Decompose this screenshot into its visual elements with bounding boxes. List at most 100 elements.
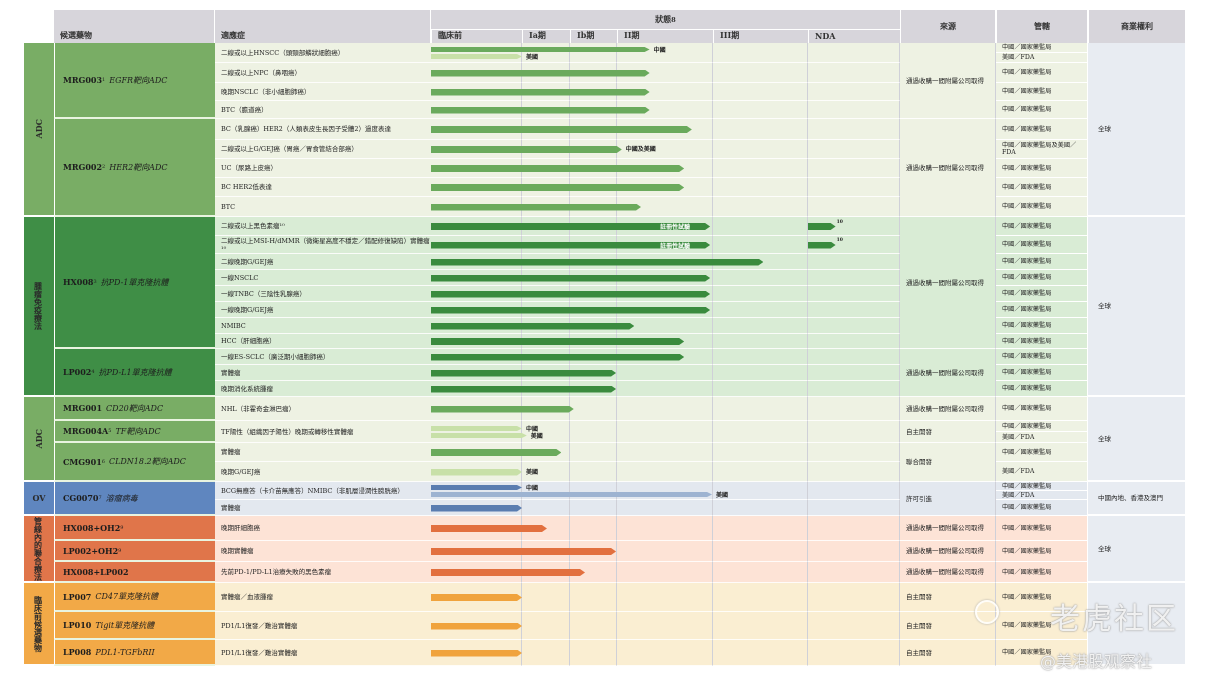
phase-cell	[808, 178, 900, 197]
drug-cell[interactable]: HX008 3 抗PD-1單克隆抗體	[54, 217, 215, 349]
source-cell: 通過收購一間附屬公司取得	[900, 349, 996, 397]
source-cell: 自主開發	[900, 640, 996, 666]
phase-cell	[570, 421, 617, 443]
header-phase-0: 臨床前	[432, 30, 522, 43]
region-label: 中國	[526, 426, 539, 433]
drug-cell[interactable]: LP002+OH2 9	[54, 541, 215, 562]
phase-cell	[570, 397, 617, 421]
progress-bar	[431, 107, 650, 114]
phase-cell	[713, 286, 808, 302]
jurisdiction-cell: 中國／國家藥監局	[996, 334, 1088, 349]
phase-cell	[713, 302, 808, 318]
phase-cell	[522, 583, 570, 612]
phase-cell	[713, 365, 808, 381]
phase-cell	[431, 482, 522, 500]
phase-cell	[617, 462, 713, 482]
phase-cell	[570, 562, 617, 583]
phase-cell	[808, 421, 900, 443]
phase-cell	[617, 381, 713, 397]
phase-cell	[570, 43, 617, 63]
phase-cell	[808, 365, 900, 381]
phase-cell	[808, 318, 900, 334]
phase-cell	[713, 101, 808, 119]
drug-name: MRG002	[63, 162, 103, 172]
drug-target: EGFR靶向ADC	[109, 75, 168, 85]
drug-cell[interactable]: HX008+LP002	[54, 562, 215, 583]
drug-cell[interactable]: LP008 PDL1-TGFbRII	[54, 640, 215, 666]
progress-bar	[431, 275, 710, 282]
jurisdiction-cell: 中國／國家藥監局	[996, 159, 1088, 178]
source-cell: 自主開發	[900, 421, 996, 443]
drug-target: TF靶向ADC	[115, 426, 161, 436]
header-status-label: 狀態	[655, 14, 672, 24]
phase-cell	[570, 482, 617, 500]
indication-cell: 二線或以上MSI-H/dMMR（微衛星高度不穩定／錯配修復缺陷）實體瘤¹⁰	[215, 236, 431, 254]
phase-cell	[808, 381, 900, 397]
phase-cell	[570, 462, 617, 482]
drug-cell[interactable]: CG0070 7 溶瘤病毒	[54, 482, 215, 516]
source-cell: 自主開發	[900, 612, 996, 640]
phase-cell	[570, 612, 617, 640]
phase-cell	[713, 516, 808, 541]
indication-cell: 晚期消化系統腫瘤	[215, 381, 431, 397]
progress-bar	[431, 386, 616, 393]
indication-cell: NHL（非霍奇金淋巴瘤）	[215, 397, 431, 421]
indication-cell: 二線晚期G/GEJ癌	[215, 254, 431, 270]
commercial-rights: 全球	[1088, 217, 1185, 397]
drug-cell[interactable]: MRG004A 5 TF靶向ADC	[54, 421, 215, 443]
indication-cell: BTC（膽道癌）	[215, 101, 431, 119]
phase-cell	[617, 541, 713, 562]
jurisdiction-cell: 中國／國家藥監局	[996, 254, 1088, 270]
progress-bar	[431, 126, 692, 133]
progress-bar	[431, 548, 616, 555]
drug-cell[interactable]: CMG901 6 CLDN18.2靶向ADC	[54, 443, 215, 482]
phase-cell	[808, 334, 900, 349]
category-text: ADC	[34, 119, 44, 139]
region-label: 美國	[716, 492, 729, 499]
jurisdiction-cell: 中國／國家藥監局	[996, 83, 1088, 101]
phase-cell	[713, 334, 808, 349]
indication-cell: 晚期NSCLC（非小細胞肺癌）	[215, 83, 431, 101]
phase-cell	[808, 270, 900, 286]
phase-cell	[713, 159, 808, 178]
category-text: 臨床前候選藥物	[33, 595, 44, 652]
indication-cell: BC（乳腺癌）HER2（人類表皮生長因子受體2）過度表達	[215, 119, 431, 140]
drug-cell[interactable]: HX008+OH2 9	[54, 516, 215, 541]
indication-cell: BTC	[215, 197, 431, 217]
phase-cell	[522, 462, 570, 482]
source-cell: 聯合開發	[900, 443, 996, 482]
phase-cell	[808, 43, 900, 63]
category-text: ADC	[34, 428, 44, 449]
jurisdiction-cell: 中國／國家藥監局	[996, 583, 1088, 612]
drug-cell[interactable]: MRG002 2 HER2靶向ADC	[54, 119, 215, 217]
progress-bar	[431, 242, 710, 249]
category-label: ADC	[24, 397, 54, 482]
drug-cell[interactable]: LP007 CD47單克隆抗體	[54, 583, 215, 612]
indication-cell: 晚期實體瘤	[215, 541, 431, 562]
phase-cell	[617, 101, 713, 119]
phase-cell	[808, 583, 900, 612]
phase-cell	[808, 443, 900, 462]
region-label: 美國	[526, 468, 539, 476]
drug-cell[interactable]: MRG001 CD20靶向ADC	[54, 397, 215, 421]
indication-cell: PD1/L1復發／難治實體瘤	[215, 612, 431, 640]
drug-name: HX008+OH2	[63, 522, 121, 533]
phase-cell	[713, 63, 808, 83]
indication-cell: 實體瘤／血液腫瘤	[215, 583, 431, 612]
phase-cell	[570, 443, 617, 462]
progress-bar	[431, 70, 650, 77]
phase-cell	[808, 541, 900, 562]
progress-bar	[431, 291, 710, 298]
phase-cell	[713, 541, 808, 562]
phase-cell	[617, 500, 713, 516]
watermark-handle: @美港股观察社	[1040, 652, 1153, 671]
drug-cell[interactable]: MRG003 1 EGFR靶向ADC	[54, 43, 215, 119]
jurisdiction-cell: 中國／國家藥監局	[996, 421, 1088, 432]
phase-cell	[713, 83, 808, 101]
drug-cell[interactable]: LP010 Tigit單克隆抗體	[54, 612, 215, 640]
drug-cell[interactable]: LP002 4 抗PD-L1單克隆抗體	[54, 349, 215, 397]
indication-cell: 二線或以上G/GEJ癌（胃癌／胃食管結合部癌）	[215, 140, 431, 159]
jurisdiction-cell: 美國／FDA	[996, 491, 1088, 500]
phase-cell	[617, 640, 713, 666]
category-label: 臨床前候選藥物	[24, 583, 54, 666]
